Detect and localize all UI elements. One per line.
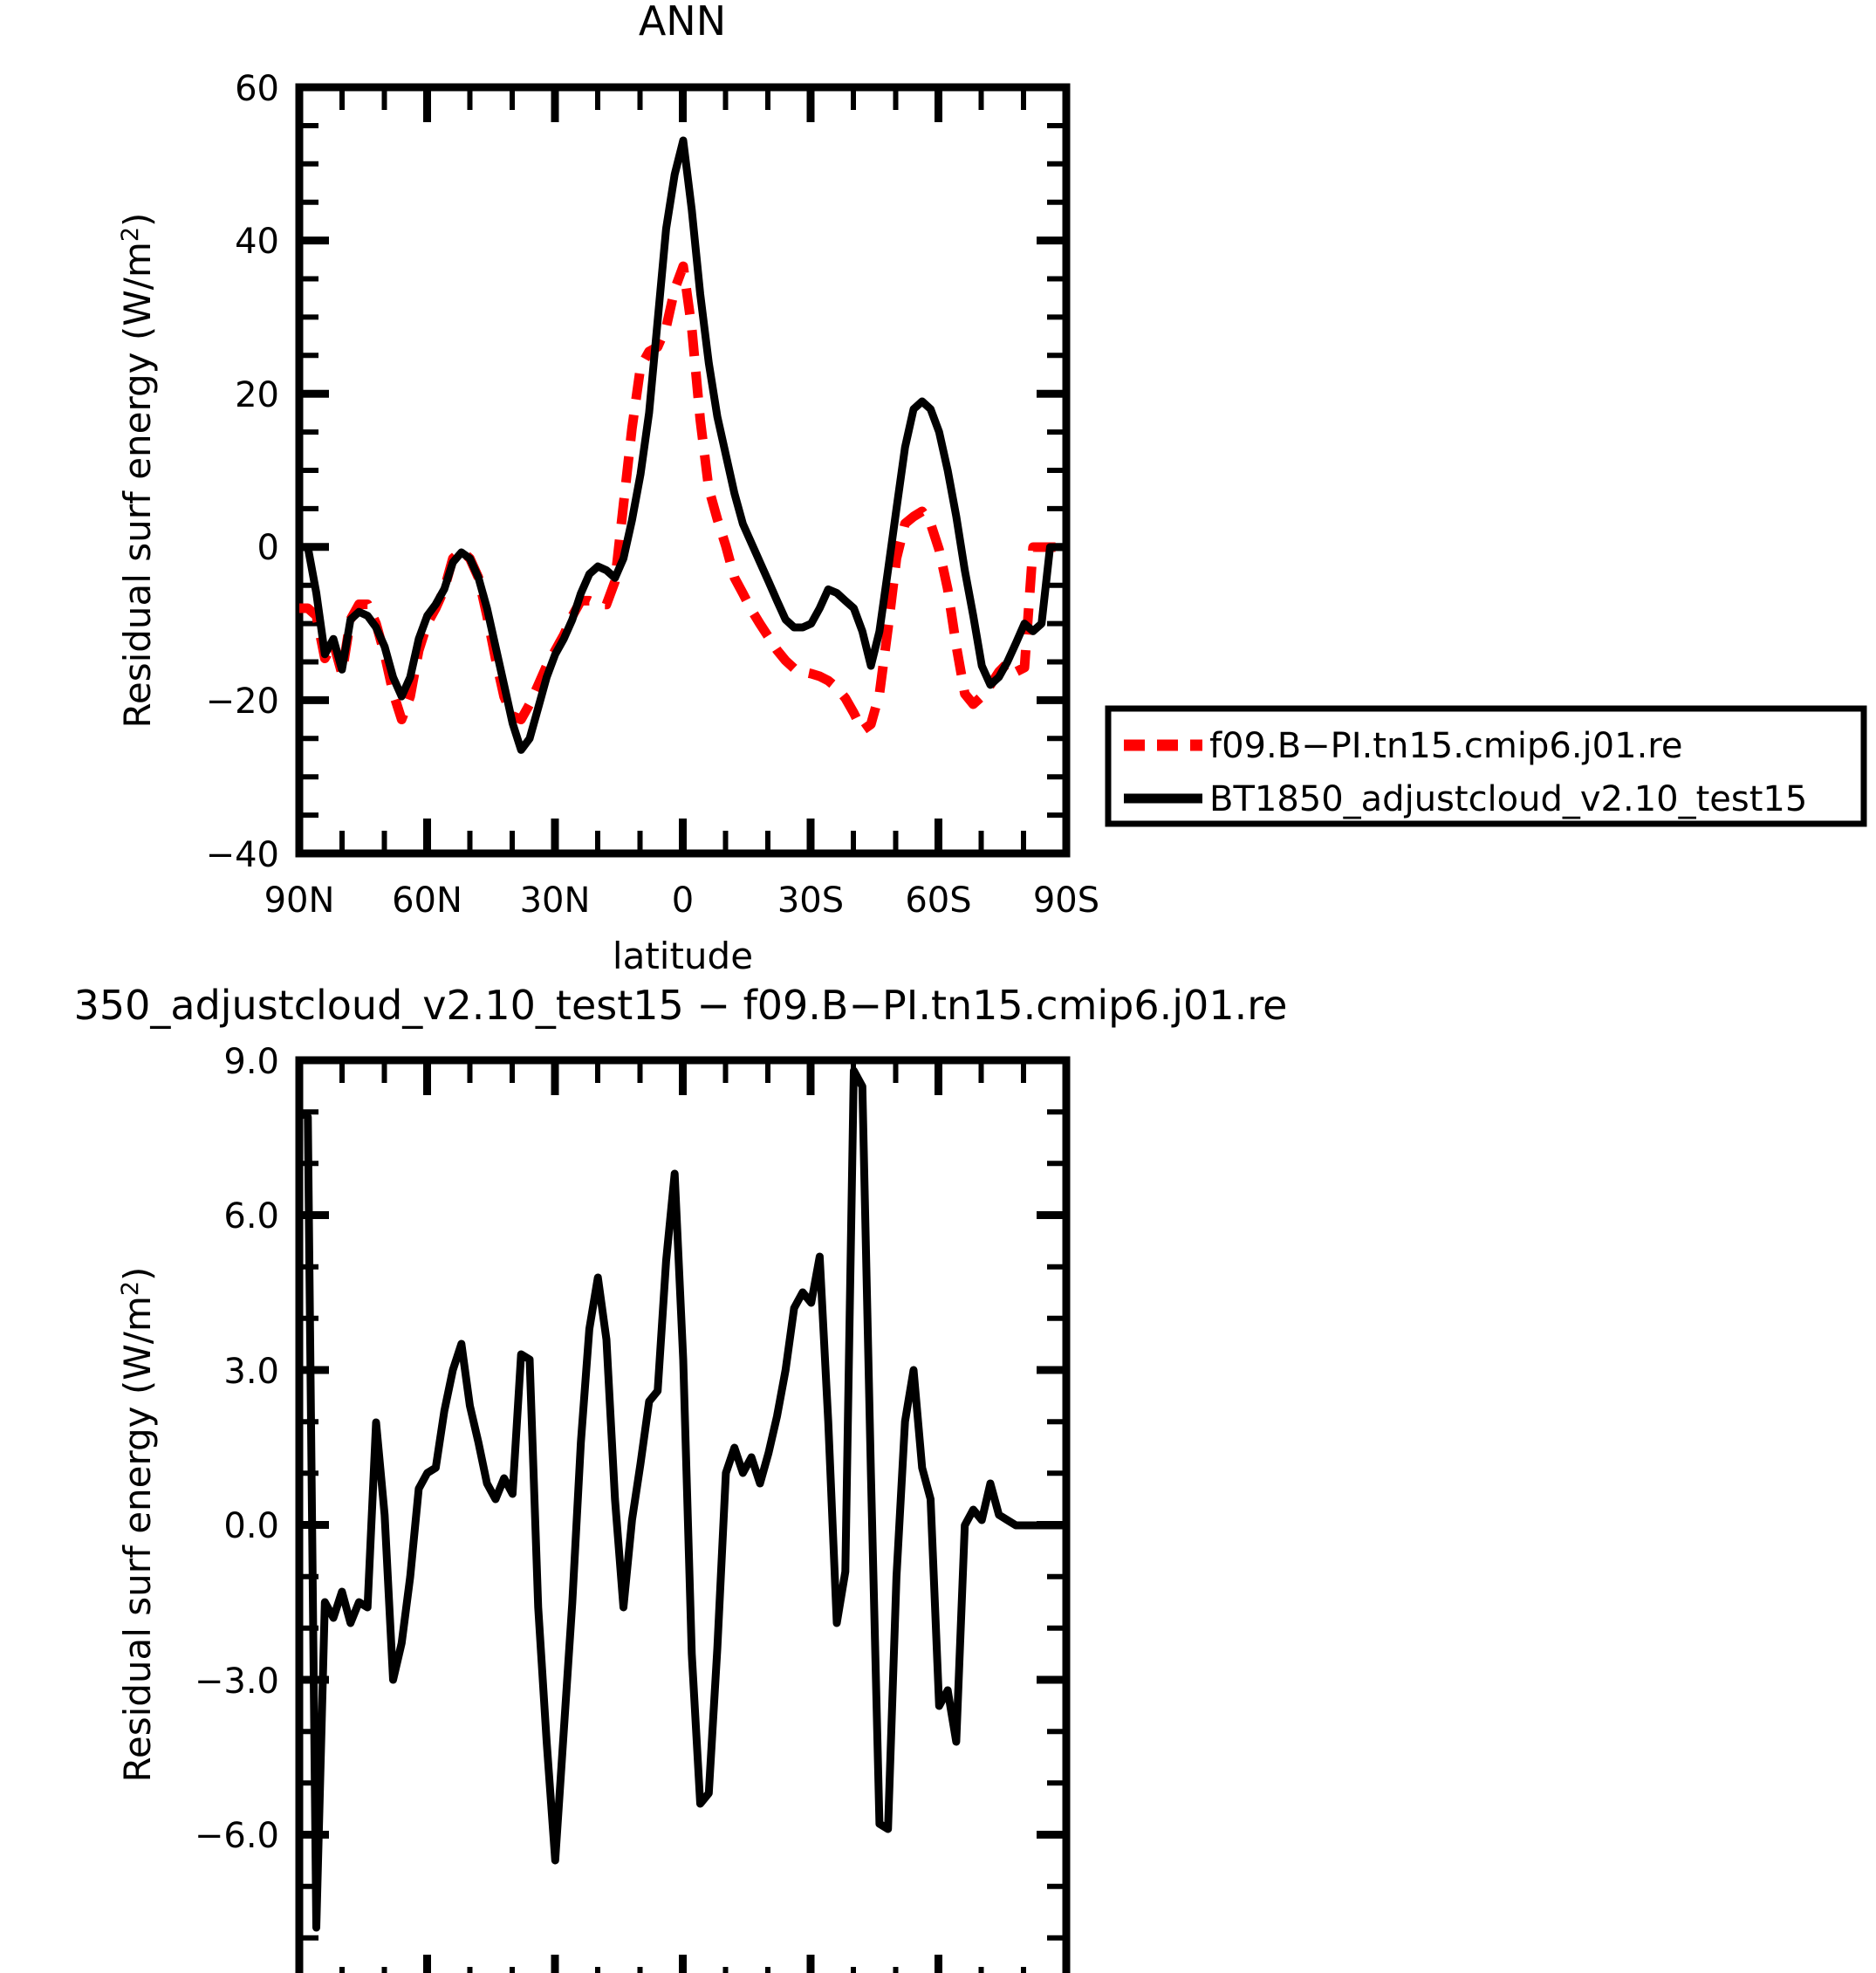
bot-ytick-1: 6.0 [223, 1196, 279, 1237]
top-ytick-4: −20 [206, 682, 279, 722]
bottom-y-axis-title: Residual surf energy (W/m2) [116, 1267, 159, 1783]
top-ytick-2: 20 [235, 375, 279, 415]
top-xtick-3: 0 [672, 880, 694, 921]
svg-text:Residual surf energy (W/m2): Residual surf energy (W/m2) [116, 213, 159, 729]
top-xtick-1: 60N [392, 880, 462, 921]
top-panel: ANN [116, 0, 1867, 977]
top-xtick-0: 90N [264, 880, 335, 921]
bottom-panel-title: 350_adjustcloud_v2.10_test15 − f09.B−PI.… [74, 982, 1288, 1029]
bot-ytick-0: 9.0 [223, 1042, 279, 1082]
legend-box [1105, 705, 1867, 827]
bot-ylabel-tail: ) [116, 1267, 159, 1281]
bot-ytick-2: 3.0 [223, 1352, 279, 1392]
top-ylabel-tail: ) [116, 213, 159, 227]
top-ytick-1: 40 [235, 222, 279, 262]
top-y-major-ticks [299, 83, 329, 858]
top-ytick-0: 60 [235, 69, 279, 109]
top-ylabel-main: Residual surf energy (W/m [116, 242, 159, 728]
bot-ytick-4: −3.0 [195, 1661, 279, 1702]
top-y-minor-ticks [299, 123, 318, 819]
bot-ylabel-main: Residual surf energy (W/m [116, 1296, 159, 1782]
top-x-axis-title: latitude [613, 935, 753, 977]
top-ytick-3: 0 [257, 528, 279, 568]
top-panel-title: ANN [639, 0, 726, 45]
bot-ytick-6: −9.0 [195, 1971, 279, 1973]
bottom-x-minor-ticks [339, 1060, 1026, 1973]
top-y-axis-title: Residual surf energy (W/m2) [116, 213, 159, 729]
top-y-tick-labels: 60 40 20 0 −20 −40 [206, 69, 279, 875]
svg-text:Residual surf energy (W/m2): Residual surf energy (W/m2) [116, 1267, 159, 1783]
top-x-major-ticks [295, 87, 1071, 853]
top-xtick-6: 90S [1033, 880, 1099, 921]
bot-ytick-5: −6.0 [195, 1816, 279, 1856]
top-x-minor-ticks [339, 87, 1026, 853]
top-ylabel-sup: 2 [117, 227, 144, 242]
legend-label-reference: f09.B−PI.tn15.cmip6.j01.re [1209, 726, 1682, 766]
top-series-reference-line [299, 261, 1066, 736]
bot-ytick-3: 0.0 [223, 1506, 279, 1546]
top-xtick-2: 30N [520, 880, 591, 921]
top-ytick-5: −40 [206, 835, 279, 875]
top-xtick-4: 30S [777, 880, 844, 921]
bottom-series-difference-line [299, 1066, 1066, 1932]
top-y-minor-ticks-right [1047, 123, 1066, 819]
top-panel-legend: f09.B−PI.tn15.cmip6.j01.re BT1850_adjust… [1105, 705, 1867, 827]
bottom-panel: 350_adjustcloud_v2.10_test15 − f09.B−PI.… [74, 982, 1288, 1973]
legend-label-test: BT1850_adjustcloud_v2.10_test15 [1209, 779, 1807, 819]
top-x-tick-labels: 90N 60N 30N 0 30S 60S 90S [264, 880, 1100, 921]
bottom-x-major-ticks [295, 1060, 1071, 1973]
top-series-test-line [299, 136, 1066, 754]
top-xtick-5: 60S [905, 880, 971, 921]
bottom-y-tick-labels: 9.0 6.0 3.0 0.0 −3.0 −6.0 −9.0 [195, 1042, 279, 1973]
bot-ylabel-sup: 2 [117, 1281, 144, 1296]
